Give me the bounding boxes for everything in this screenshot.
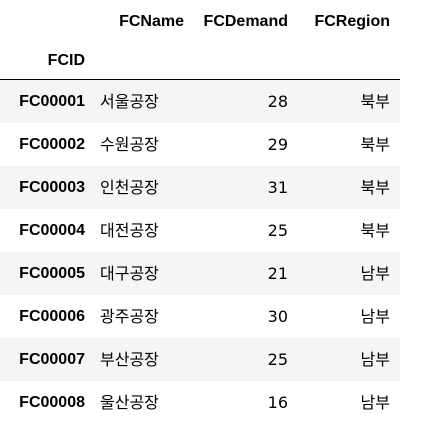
cell-fcregion: 북부 xyxy=(360,92,390,111)
cell-fcregion: 남부 xyxy=(360,350,390,369)
table-row xyxy=(0,80,400,123)
cell-fcdemand: 25 xyxy=(267,221,288,240)
row-index-id: FC00008 xyxy=(19,394,85,411)
cell-fcregion: 북부 xyxy=(360,221,390,240)
cell-fcdemand: 16 xyxy=(267,393,288,412)
column-header-fcdemand: FCDemand xyxy=(203,13,288,30)
table-row xyxy=(0,252,400,295)
cell-fcregion: 남부 xyxy=(360,264,390,283)
row-index-id: FC00006 xyxy=(19,308,85,325)
cell-fcdemand: 29 xyxy=(267,135,288,154)
row-index-id: FC00001 xyxy=(19,93,85,110)
cell-fcdemand: 31 xyxy=(267,178,288,197)
cell-fcname: 대전공장 xyxy=(100,221,159,240)
cell-fcname: 광주공장 xyxy=(100,307,159,326)
table-row xyxy=(0,166,400,209)
cell-fcname: 대구공장 xyxy=(100,264,159,283)
cell-fcname: 인천공장 xyxy=(100,178,159,197)
cell-fcname: 울산공장 xyxy=(100,393,159,412)
cell-fcname: 수원공장 xyxy=(100,135,159,154)
cell-fcregion: 북부 xyxy=(360,135,390,154)
table-row xyxy=(0,338,400,381)
row-index-id: FC00004 xyxy=(19,222,85,239)
index-header-fcid: FCID xyxy=(47,52,85,69)
cell-fcname: 부산공장 xyxy=(100,350,159,369)
cell-fcdemand: 28 xyxy=(267,92,288,111)
row-index-id: FC00005 xyxy=(19,265,85,282)
cell-fcname: 서울공장 xyxy=(100,92,159,111)
cell-fcregion: 북부 xyxy=(360,178,390,197)
cell-fcregion: 남부 xyxy=(360,307,390,326)
column-header-fcregion: FCRegion xyxy=(314,13,390,30)
cell-fcdemand: 30 xyxy=(267,307,288,326)
row-index-id: FC00003 xyxy=(19,179,85,196)
header-divider xyxy=(0,79,400,80)
cell-fcdemand: 25 xyxy=(267,350,288,369)
row-index-id: FC00007 xyxy=(19,351,85,368)
column-header-fcname: FCName xyxy=(119,13,184,30)
cell-fcdemand: 21 xyxy=(267,264,288,283)
row-index-id: FC00002 xyxy=(19,136,85,153)
cell-fcregion: 남부 xyxy=(360,393,390,412)
